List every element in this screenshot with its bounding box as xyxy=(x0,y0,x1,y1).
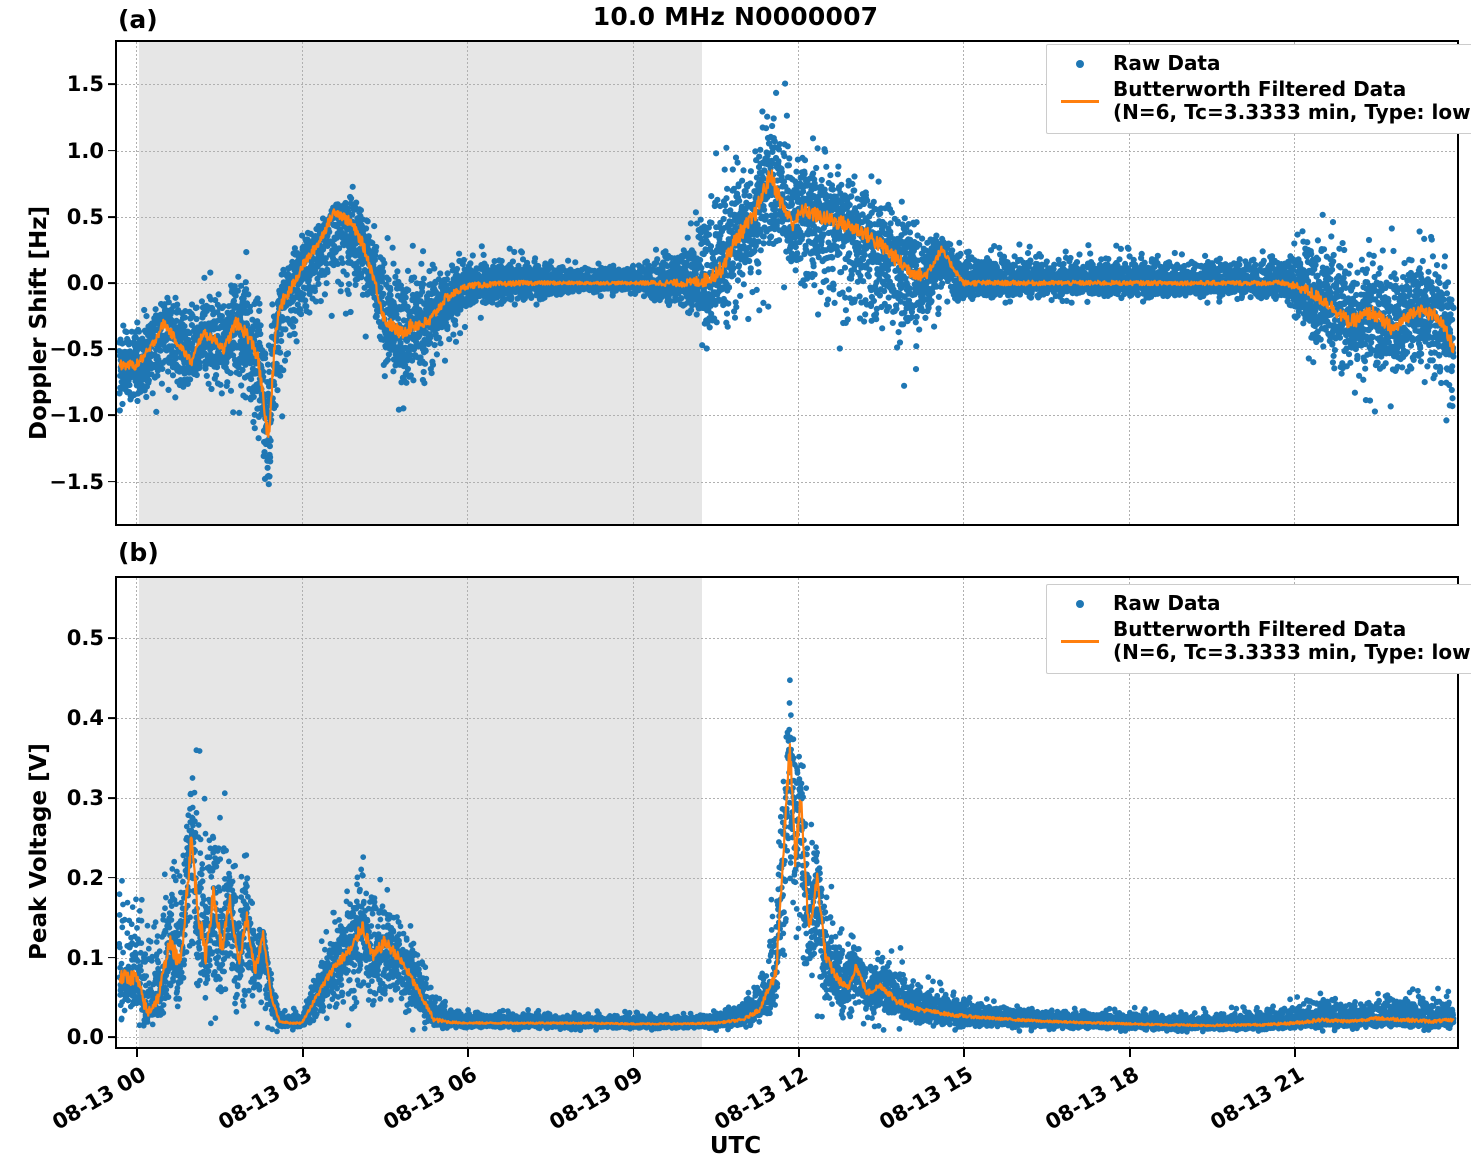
line-marker-icon xyxy=(1057,100,1103,103)
y-axis-tick-mark xyxy=(108,216,115,218)
x-axis-tick-mark xyxy=(467,1049,469,1057)
x-axis-tick-mark xyxy=(302,1049,304,1057)
line-marker-icon xyxy=(1057,640,1103,643)
panel-b-y-axis-label: Peak Voltage [V] xyxy=(26,743,52,960)
y-axis-tick-mark xyxy=(108,282,115,284)
raw-data-scatter xyxy=(117,80,1457,487)
y-axis-tick-label: 0.4 xyxy=(67,706,104,730)
y-axis-tick-label: 1.5 xyxy=(67,72,104,96)
scatter-marker-icon xyxy=(1057,60,1103,68)
y-axis-tick-label: 1.0 xyxy=(67,139,104,163)
x-axis-tick-label: 08-13 12 xyxy=(696,1062,812,1143)
legend-entry-raw-data: Raw Data xyxy=(1057,592,1471,616)
panel-a-legend[interactable]: Raw Data Butterworth Filtered Data (N=6, … xyxy=(1046,44,1471,134)
y-axis-tick-mark xyxy=(108,481,115,483)
x-axis-tick-label: 08-13 21 xyxy=(1192,1062,1308,1143)
y-axis-tick-label: 0.3 xyxy=(67,786,104,810)
panel-a-tag: (a) xyxy=(118,5,158,34)
legend-label-raw: Raw Data xyxy=(1113,52,1221,76)
y-axis-tick-mark xyxy=(108,637,115,639)
y-axis-tick-label: 0.0 xyxy=(67,1025,104,1049)
x-axis-label: UTC xyxy=(0,1133,1471,1159)
y-axis-tick-label: −1.0 xyxy=(49,403,104,427)
raw-data-scatter xyxy=(117,677,1456,1034)
y-axis-tick-mark xyxy=(108,957,115,959)
y-axis-tick-mark xyxy=(108,797,115,799)
y-axis-tick-mark xyxy=(108,717,115,719)
x-axis-tick-label: 08-13 15 xyxy=(862,1062,978,1143)
y-axis-tick-label: −0.5 xyxy=(49,337,104,361)
x-axis-tick-mark xyxy=(798,1049,800,1057)
y-axis-tick-label: 0.1 xyxy=(67,946,104,970)
y-axis-tick-mark xyxy=(108,877,115,879)
legend-label-filtered: Butterworth Filtered Data (N=6, Tc=3.3333… xyxy=(1113,618,1471,665)
y-axis-tick-label: 0.0 xyxy=(67,271,104,295)
x-axis-tick-label: 08-13 06 xyxy=(365,1062,481,1143)
legend-entry-filtered-data: Butterworth Filtered Data (N=6, Tc=3.3333… xyxy=(1057,618,1471,665)
y-axis-tick-mark xyxy=(108,83,115,85)
panel-a-y-axis-label: Doppler Shift [Hz] xyxy=(26,206,52,440)
panel-b-tag: (b) xyxy=(118,538,159,567)
y-axis-tick-label: 0.2 xyxy=(67,866,104,890)
y-axis-tick-mark xyxy=(108,348,115,350)
legend-label-filtered: Butterworth Filtered Data (N=6, Tc=3.3333… xyxy=(1113,78,1471,125)
x-axis-tick-label: 08-13 03 xyxy=(200,1062,316,1143)
legend-entry-filtered-data: Butterworth Filtered Data (N=6, Tc=3.3333… xyxy=(1057,78,1471,125)
legend-label-raw: Raw Data xyxy=(1113,592,1221,616)
figure-title: 10.0 MHz N0000007 xyxy=(0,2,1471,31)
x-axis-tick-mark xyxy=(1294,1049,1296,1057)
legend-entry-raw-data: Raw Data xyxy=(1057,52,1471,76)
x-axis-tick-mark xyxy=(963,1049,965,1057)
panel-a-y-axis: 1.5 1.0 0.5 0.0 −0.5 −1.0 −1.5 xyxy=(6,40,104,526)
x-axis-tick-mark xyxy=(136,1049,138,1057)
y-axis-tick-label: −1.5 xyxy=(49,470,104,494)
x-axis-tick-label: 08-13 00 xyxy=(34,1062,150,1143)
y-axis-tick-mark xyxy=(108,150,115,152)
scatter-marker-icon xyxy=(1057,600,1103,608)
x-axis-tick-label: 08-13 09 xyxy=(531,1062,647,1143)
y-axis-tick-mark xyxy=(108,1037,115,1039)
x-axis-tick-mark xyxy=(1129,1049,1131,1057)
y-axis-tick-mark xyxy=(108,415,115,417)
panel-b-y-axis: 0.5 0.4 0.3 0.2 0.1 0.0 xyxy=(6,576,104,1049)
x-axis-tick-label: 08-13 18 xyxy=(1027,1062,1143,1143)
panel-b-legend[interactable]: Raw Data Butterworth Filtered Data (N=6, … xyxy=(1046,584,1471,674)
x-axis-tick-mark xyxy=(633,1049,635,1057)
y-axis-tick-label: 0.5 xyxy=(67,626,104,650)
y-axis-tick-label: 0.5 xyxy=(67,205,104,229)
